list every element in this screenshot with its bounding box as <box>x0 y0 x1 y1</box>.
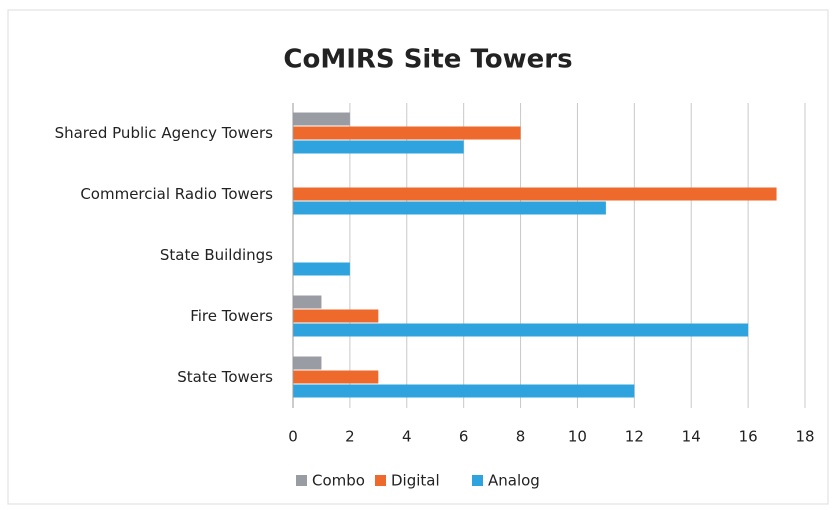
y-tick-label: Commercial Radio Towers <box>80 185 273 203</box>
bar <box>293 187 777 201</box>
x-tick-label: 0 <box>288 428 298 446</box>
bar <box>293 112 350 126</box>
y-tick-label: Fire Towers <box>190 307 273 325</box>
x-tick-label: 6 <box>459 428 469 446</box>
legend-label: Combo <box>312 472 365 490</box>
chart-title: CoMIRS Site Towers <box>283 45 572 75</box>
legend-swatch <box>472 475 483 486</box>
bar <box>293 262 350 276</box>
bar <box>293 126 521 140</box>
bar <box>293 140 464 154</box>
bar <box>293 309 379 323</box>
x-tick-label: 16 <box>739 428 758 446</box>
legend-label: Analog <box>488 472 540 490</box>
bar <box>293 201 606 215</box>
y-tick-label: State Towers <box>177 368 273 386</box>
x-tick-label: 4 <box>402 428 412 446</box>
x-tick-label: 12 <box>625 428 644 446</box>
x-tick-label: 18 <box>795 428 814 446</box>
x-tick-label: 8 <box>516 428 526 446</box>
bar <box>293 370 379 384</box>
bar <box>293 295 322 309</box>
legend-swatch <box>296 475 307 486</box>
legend-label: Digital <box>391 472 440 490</box>
chart-frame <box>7 9 829 505</box>
bar <box>293 356 322 370</box>
y-tick-label: Shared Public Agency Towers <box>55 124 274 142</box>
bar <box>293 323 749 337</box>
bar <box>293 384 635 398</box>
y-tick-label: State Buildings <box>160 246 273 264</box>
legend-swatch <box>375 475 386 486</box>
x-tick-label: 10 <box>568 428 587 446</box>
x-tick-label: 14 <box>682 428 701 446</box>
x-tick-label: 2 <box>345 428 355 446</box>
